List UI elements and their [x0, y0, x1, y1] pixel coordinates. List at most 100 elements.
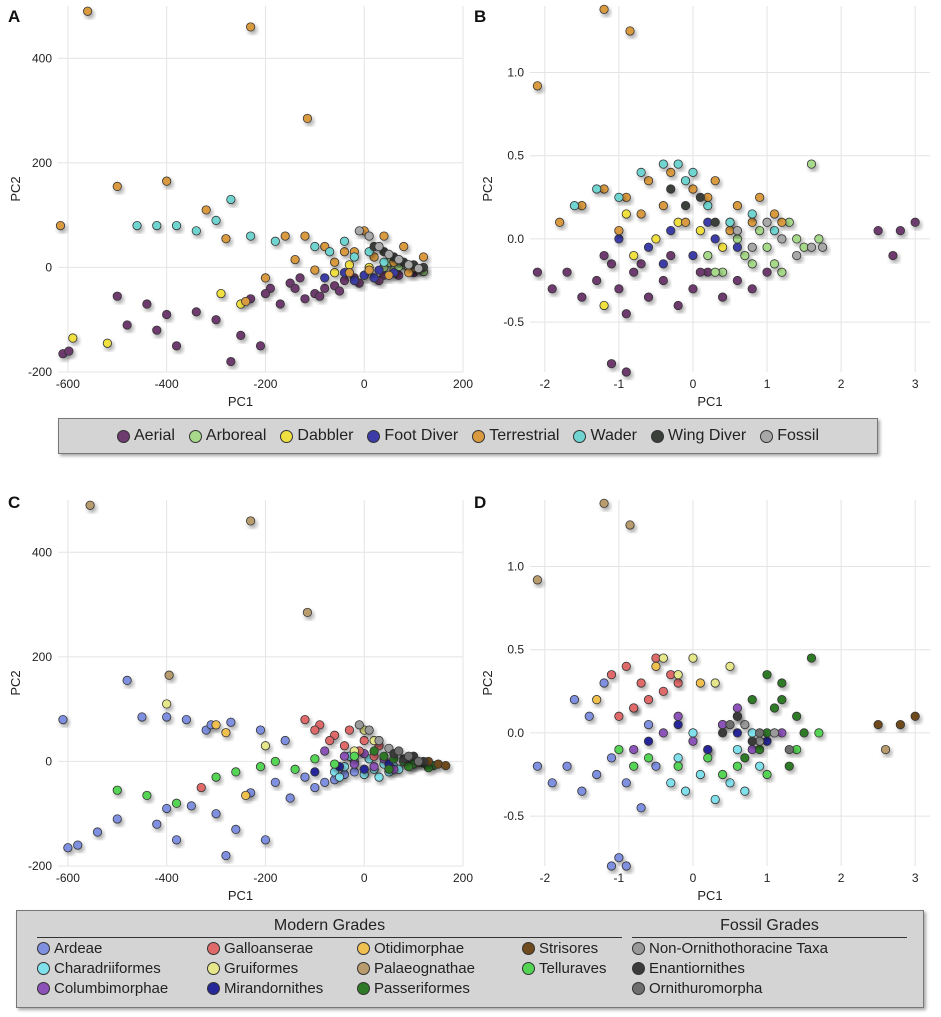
data-point-aerial — [895, 225, 905, 236]
data-point-palaeognathae — [625, 520, 635, 530]
data-point-passeriformes — [777, 695, 787, 705]
data-point-arboreal — [703, 250, 713, 261]
x-tick-label: -600 — [56, 377, 80, 391]
legend-item-telluraves: Telluraves — [522, 959, 607, 978]
data-point-ardeae — [211, 809, 221, 819]
data-point-aerial — [64, 346, 74, 356]
data-point-aerial — [320, 283, 330, 293]
data-point-terrestrial — [666, 167, 676, 177]
data-point-aerial — [606, 259, 617, 269]
data-point-fossil — [354, 226, 364, 236]
data-point-terrestrial — [777, 217, 787, 227]
legend-marker — [37, 962, 50, 975]
data-point-fossil — [792, 250, 802, 261]
data-point-ardeae — [621, 861, 631, 871]
data-point-ardeae — [532, 761, 543, 771]
data-point-wader — [379, 257, 389, 267]
legend-marker — [188, 429, 202, 443]
data-point-ardeae — [310, 782, 320, 793]
data-point-arboreal — [769, 259, 780, 269]
legend-item-galloanserae: Galloanserae — [207, 939, 323, 958]
data-point-ardeae — [614, 853, 624, 863]
data-point-palaeognathae — [246, 516, 256, 526]
data-point-wader — [769, 225, 780, 236]
data-point-charadriiformes — [710, 794, 720, 805]
data-point-passeriformes — [762, 670, 772, 680]
data-point-galloanserae — [344, 725, 355, 735]
data-point-aerial — [666, 250, 676, 261]
data-point-dabbler — [695, 225, 705, 236]
x-axis-label: PC1 — [228, 394, 253, 409]
data-point-charadriiformes — [740, 786, 750, 796]
data-point-terrestrial — [399, 241, 409, 252]
data-point-fossil — [732, 225, 743, 236]
data-point-ornithuromorpha — [394, 746, 404, 756]
data-point-galloanserae — [300, 714, 310, 725]
data-point-terrestrial — [680, 217, 691, 227]
data-point-palaeognathae — [85, 500, 95, 510]
grades-legend: Modern Grades Fossil Grades Ardeae Charad… — [16, 910, 924, 1008]
y-tick-label: 400 — [32, 51, 52, 65]
data-point-passeriformes — [792, 711, 802, 721]
data-point-telluraves — [142, 790, 152, 801]
data-point-passeriformes — [755, 744, 765, 755]
data-point-terrestrial — [329, 257, 340, 267]
data-point-ornithuromorpha — [784, 744, 794, 755]
x-tick-label: 0 — [690, 377, 697, 391]
data-point-fossil — [762, 217, 772, 227]
data-point-non-ornithothoracine-taxa — [740, 719, 750, 730]
y-tick-label: 400 — [32, 545, 52, 559]
data-point-non-ornithothoracine-taxa — [364, 725, 374, 735]
data-point-aerial — [300, 294, 310, 304]
data-point-palaeognathae — [164, 670, 174, 680]
data-point-ardeae — [547, 778, 557, 788]
x-tick-label: -2 — [539, 871, 550, 885]
data-point-fossil — [413, 263, 424, 274]
legend-item-foot-diver: Foot Diver — [367, 427, 458, 445]
data-point-fossil — [777, 234, 787, 244]
y-tick-label: 1.0 — [507, 66, 524, 80]
data-point-palaeognathae — [880, 744, 891, 755]
data-point-non-ornithothoracine-taxa — [374, 735, 384, 746]
data-point-aerial — [606, 359, 617, 369]
x-tick-label: -200 — [253, 871, 277, 885]
data-point-ardeae — [636, 803, 646, 813]
modern-grades-title: Modern Grades — [37, 917, 622, 938]
y-tick-label: 200 — [32, 650, 52, 664]
data-point-arboreal — [755, 225, 765, 236]
data-point-galloanserae — [606, 670, 617, 680]
legend-marker — [522, 942, 535, 955]
legend-item-terrestrial: Terrestrial — [472, 427, 559, 445]
data-point-ornithuromorpha — [725, 719, 735, 730]
data-point-charadriiformes — [688, 728, 698, 738]
data-point-fossil — [384, 249, 394, 259]
legend-item-enantiornithes: Enantiornithes — [632, 959, 828, 978]
legend-item-passeriformes: Passeriformes — [357, 979, 475, 998]
data-point-galloanserae — [339, 741, 350, 751]
data-point-wader — [152, 221, 162, 231]
legend-label: Gruiformes — [224, 960, 299, 977]
data-point-aerial — [614, 284, 624, 294]
data-point-ardeae — [162, 712, 172, 722]
data-point-palaeognathae — [532, 575, 543, 585]
legend-marker — [207, 962, 220, 975]
data-point-aerial — [621, 367, 631, 377]
data-point-wing-diver — [695, 192, 705, 202]
data-point-wader — [211, 215, 221, 225]
data-point-ardeae — [300, 772, 310, 782]
legend-label: Otidimorphae — [374, 940, 465, 957]
x-tick-label: 3 — [912, 377, 919, 391]
data-point-ornithuromorpha — [413, 756, 424, 767]
data-point-ardeae — [606, 861, 617, 871]
data-point-telluraves — [732, 761, 743, 771]
y-tick-label: -200 — [28, 859, 52, 873]
x-axis-label: PC1 — [228, 888, 253, 903]
data-point-gruiformes — [688, 653, 698, 663]
y-tick-label: 0 — [45, 260, 52, 274]
data-point-terrestrial — [201, 205, 211, 215]
x-tick-label: -2 — [539, 377, 550, 391]
data-point-aerial — [762, 267, 772, 277]
legend-item-otidimorphae: Otidimorphae — [357, 939, 475, 958]
data-point-telluraves — [814, 728, 824, 738]
